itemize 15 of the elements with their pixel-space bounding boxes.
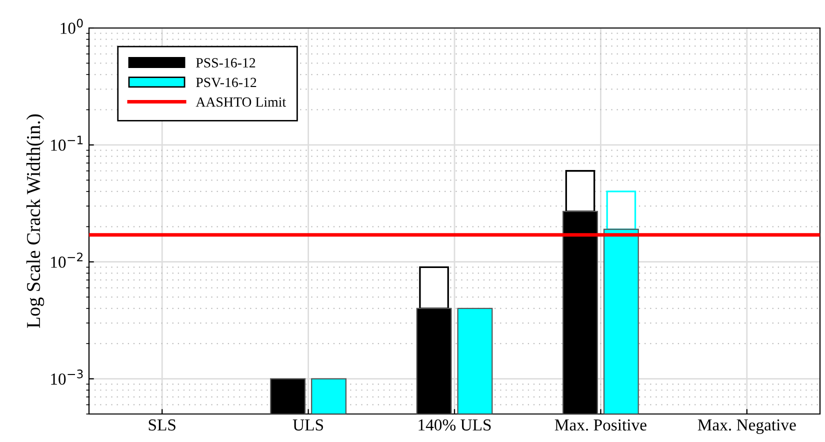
legend-label: PSV-16-12	[196, 78, 256, 88]
legend-label: AASHTO Limit	[196, 97, 286, 107]
x-tick-label: SLS	[148, 419, 176, 431]
x-tick-label: 140% ULS	[418, 419, 491, 431]
bar	[311, 378, 346, 414]
y-tick-label: 10$^{−1}$	[51, 136, 83, 151]
x-tick-label: Max. Negative	[698, 419, 796, 434]
y-tick-label: 10$^{0}$	[60, 18, 83, 34]
y-tick-label: 10$^{−2}$	[51, 252, 82, 268]
legend-label: PSS-16-12	[196, 58, 256, 68]
x-tick-label: Max. Positive	[554, 419, 646, 431]
x-tick-label: ULS	[292, 419, 324, 431]
y-axis-title: Log Scale Crack Width(in.)	[26, 114, 44, 328]
y-tick-label: 10$^{−3}$	[51, 370, 83, 385]
bar	[457, 308, 493, 414]
